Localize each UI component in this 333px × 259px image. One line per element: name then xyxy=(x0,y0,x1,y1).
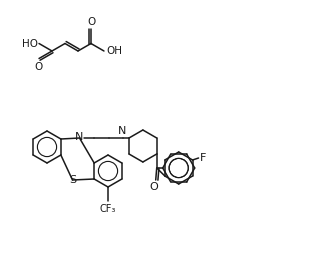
Text: S: S xyxy=(69,175,76,185)
Text: OH: OH xyxy=(106,46,122,56)
Text: O: O xyxy=(34,62,42,72)
Text: N: N xyxy=(118,126,126,136)
Text: O: O xyxy=(149,182,158,192)
Text: O: O xyxy=(88,17,96,26)
Text: N: N xyxy=(75,132,84,142)
Text: F: F xyxy=(199,153,206,163)
Text: HO: HO xyxy=(22,39,38,48)
Text: CF₃: CF₃ xyxy=(100,204,116,214)
